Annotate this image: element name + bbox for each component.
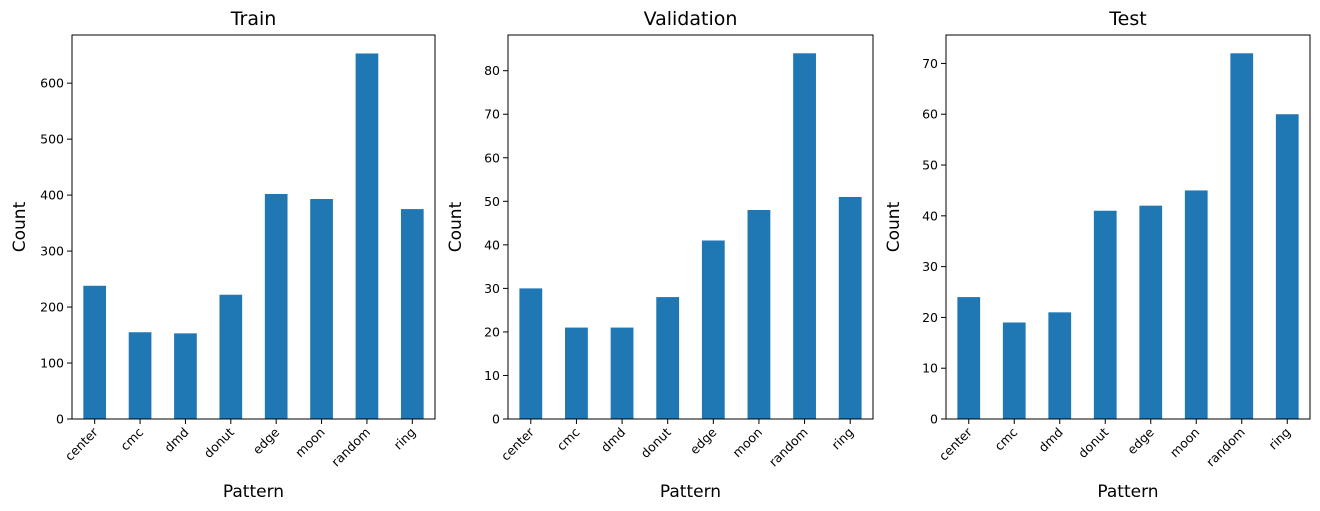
bar-edge	[1139, 205, 1163, 419]
bar-random	[355, 53, 379, 420]
chart-panel-validation: 0 10 20 30 40 50 60 70 80 center cmc dmd donut edge mo…	[446, 8, 874, 502]
bar-cmc	[565, 327, 588, 419]
x-tick-label: donut	[1075, 424, 1111, 460]
bar-ring	[838, 196, 862, 419]
bar-dmd	[174, 333, 197, 419]
y-tick-label: 10	[484, 368, 500, 383]
y-tick-label: 40	[484, 237, 500, 252]
y-tick-label: 300	[40, 244, 64, 259]
x-axis-label: Pattern	[223, 482, 284, 502]
x-tick-label: ring	[391, 425, 419, 453]
bar-center	[957, 297, 981, 419]
y-tick-label: 400	[40, 188, 64, 203]
y-tick-label: 70	[484, 107, 500, 122]
bar-dmd	[1048, 312, 1072, 419]
chart-title: Train	[230, 8, 277, 30]
x-tick-label: random	[328, 425, 373, 470]
chart-panel-test: 0 10 20 30 40 50 60 70 center cmc dmd donut edge moon…	[884, 8, 1311, 502]
bar-edge	[701, 240, 725, 419]
bar-ring	[400, 209, 424, 419]
y-tick-label: 0	[56, 412, 64, 427]
x-tick-label: moon	[729, 425, 765, 461]
bar-donut	[656, 297, 680, 419]
bar-random	[793, 53, 816, 420]
chart-title: Validation	[644, 8, 738, 30]
bar-edge	[264, 193, 288, 419]
x-axis-label: Pattern	[660, 482, 721, 502]
x-tick-label: center	[498, 424, 538, 464]
y-axis-label: Count	[10, 201, 30, 252]
y-tick-label: 600	[40, 76, 64, 91]
y-tick-label: 50	[484, 194, 500, 209]
x-tick-label: dmd	[598, 425, 628, 455]
x-tick-label: dmd	[161, 425, 191, 455]
x-tick-label: ring	[828, 425, 856, 453]
bar-cmc	[128, 332, 152, 419]
y-tick-label: 60	[922, 107, 938, 122]
y-tick-label: 0	[492, 412, 500, 427]
y-tick-label: 200	[40, 300, 64, 315]
bar-moon	[747, 210, 771, 419]
x-tick-label: cmc	[554, 424, 583, 453]
x-tick-label: center	[936, 424, 976, 464]
plot-frame	[945, 34, 1311, 420]
bar-ring	[1275, 114, 1299, 419]
y-tick-label: 10	[922, 361, 938, 376]
bar-random	[1230, 53, 1254, 420]
x-tick-label: cmc	[117, 424, 146, 453]
bar-donut	[219, 294, 243, 419]
y-axis-label: Count	[884, 201, 904, 252]
y-tick-label: 500	[40, 132, 64, 147]
plot-frame	[507, 34, 874, 420]
x-tick-label: donut	[638, 424, 674, 460]
x-tick-label: moon	[1167, 425, 1203, 461]
y-tick-label: 80	[484, 63, 500, 78]
chart-title: Test	[1108, 8, 1146, 30]
x-tick-label: edge	[250, 424, 283, 457]
x-tick-label: center	[62, 424, 102, 464]
bar-moon	[310, 199, 333, 419]
x-tick-label: donut	[201, 424, 237, 460]
bar-cmc	[1002, 322, 1026, 419]
x-axis-label: Pattern	[1097, 482, 1158, 502]
x-tick-label: dmd	[1035, 425, 1065, 455]
y-tick-label: 70	[922, 56, 938, 71]
bar-dmd	[610, 327, 634, 419]
bar-center	[519, 288, 543, 419]
y-tick-label: 50	[922, 158, 938, 173]
bar-center	[83, 285, 107, 419]
y-tick-label: 0	[930, 412, 938, 427]
x-tick-label: edge	[687, 424, 720, 457]
y-tick-label: 20	[484, 324, 500, 339]
x-tick-label: random	[1203, 425, 1248, 470]
y-axis-label: Count	[446, 201, 466, 252]
bar-donut	[1093, 210, 1117, 419]
x-tick-label: edge	[1124, 424, 1157, 457]
y-tick-label: 30	[484, 281, 500, 296]
x-tick-label: ring	[1265, 425, 1293, 453]
y-tick-label: 20	[922, 310, 938, 325]
y-tick-label: 40	[922, 208, 938, 223]
x-tick-label: cmc	[991, 424, 1020, 453]
y-tick-label: 60	[484, 150, 500, 165]
x-tick-label: random	[766, 425, 811, 470]
y-tick-label: 30	[922, 259, 938, 274]
x-tick-label: moon	[292, 425, 328, 461]
bar-moon	[1184, 190, 1208, 419]
chart-panel-train: 0 100 200 300 400 500 600 center cmc dmd donut edge…	[10, 8, 436, 502]
plot-frame	[71, 34, 436, 420]
y-tick-label: 100	[40, 356, 64, 371]
